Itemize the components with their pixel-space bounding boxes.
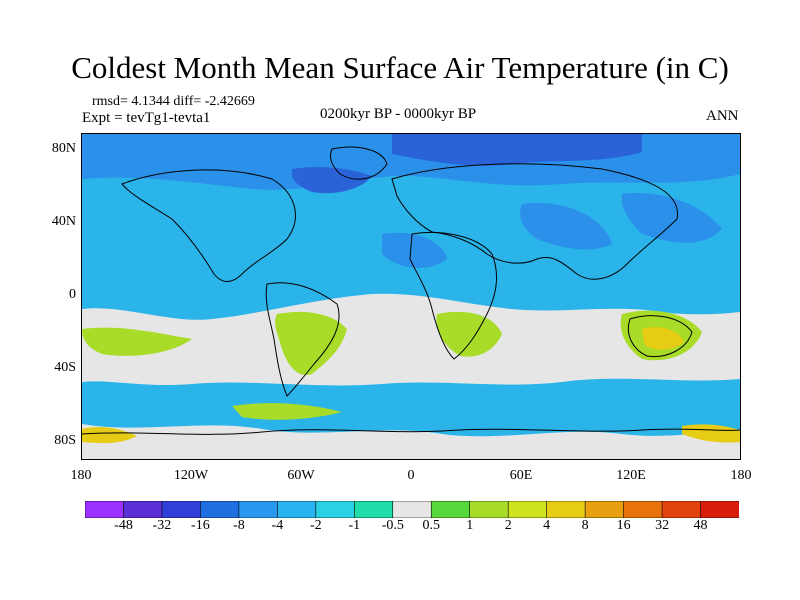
siberia-very-cold <box>392 134 642 166</box>
coast-africa <box>409 231 497 360</box>
australia-warmer <box>642 327 684 350</box>
map-title: Coldest Month Mean Surface Air Temperatu… <box>71 50 729 85</box>
colorbar-swatch <box>469 501 509 518</box>
lon-label-60w: 60W <box>287 468 315 483</box>
colorbar-swatch <box>85 501 125 518</box>
coastlines <box>82 146 740 435</box>
colorbar-swatch <box>623 501 663 518</box>
colorbar-label: 0.5 <box>422 518 440 533</box>
colorbar-label: 16 <box>616 518 631 533</box>
colorbar-swatch <box>392 501 433 518</box>
colorbar-swatch <box>546 501 586 518</box>
coast-south-america <box>265 282 340 397</box>
colorbar-swatch <box>507 501 548 518</box>
colorbar-swatch <box>277 501 317 518</box>
colorbar-label: -32 <box>152 518 172 533</box>
colorbar-label: -0.5 <box>381 518 404 533</box>
lat-label-40n: 40N <box>51 214 76 229</box>
season-label: ANN <box>706 108 739 124</box>
colorbar-swatch <box>200 501 240 518</box>
colorbar-label: -16 <box>191 518 210 533</box>
coast-australia <box>627 315 693 358</box>
colorbar-label: -48 <box>114 518 133 533</box>
atlantic-cold-patch <box>382 232 447 269</box>
asia-cold-patch <box>520 203 612 250</box>
canada-very-cold <box>291 166 372 194</box>
lat-label-0: 0 <box>69 287 76 302</box>
southern-africa-warm <box>436 311 502 357</box>
antarctic-warm-left <box>82 426 137 444</box>
colorbar-label: -8 <box>233 518 245 533</box>
colorbar-label: 8 <box>581 518 589 533</box>
antarctic-warm-right <box>682 424 740 443</box>
lon-label-120w: 120W <box>173 468 209 483</box>
pacific-cold-patch <box>621 193 722 243</box>
colorbar-label: -4 <box>271 518 284 533</box>
colorbar-label: 1 <box>466 518 474 533</box>
south-pacific-warm <box>82 327 192 356</box>
lat-label-80n: 80N <box>51 141 76 156</box>
lat-label-80s: 80S <box>54 433 76 448</box>
coast-north-america <box>121 169 296 282</box>
colorbar-swatch <box>700 501 739 518</box>
map-canvas <box>82 134 740 459</box>
lon-label-0: 0 <box>407 468 415 483</box>
lat-label-40s: 40S <box>54 360 76 375</box>
temperature-map <box>81 133 741 460</box>
period-label: 0200kyr BP - 0000kyr BP <box>320 106 477 122</box>
colorbar-label: 2 <box>504 518 512 533</box>
experiment-label: Expt = tevTg1-tevta1 <box>82 110 211 126</box>
colorbar-swatches <box>85 501 739 518</box>
colorbar-label: -1 <box>348 518 361 533</box>
coast-antarctica <box>82 428 740 435</box>
coast-eurasia <box>391 163 679 280</box>
stats-label: rmsd= 4.1344 diff= -2.42669 <box>92 94 255 109</box>
colorbar-swatch <box>123 501 163 518</box>
colorbar-label: -2 <box>309 518 322 533</box>
colorbar-label: 48 <box>693 518 708 533</box>
colorbar-swatch <box>161 501 202 518</box>
south-america-warm <box>275 311 347 375</box>
lon-label-120e: 120E <box>616 468 646 483</box>
southern-neutral-band <box>82 293 740 386</box>
lon-label-180-west: 180 <box>70 468 92 483</box>
colorbar-swatch <box>430 501 471 518</box>
colorbar <box>85 501 739 518</box>
colorbar-swatch <box>238 501 279 518</box>
lon-label-60e: 60E <box>509 468 533 483</box>
southern-ocean-warm <box>232 403 342 420</box>
colorbar-swatch <box>584 501 625 518</box>
colorbar-swatch <box>353 501 394 518</box>
colorbar-swatch <box>315 501 356 518</box>
colorbar-label: 4 <box>543 518 551 533</box>
coast-greenland <box>329 146 388 180</box>
lon-label-180-east: 180 <box>730 468 752 483</box>
colorbar-swatch <box>661 501 702 518</box>
colorbar-label: 32 <box>655 518 670 533</box>
